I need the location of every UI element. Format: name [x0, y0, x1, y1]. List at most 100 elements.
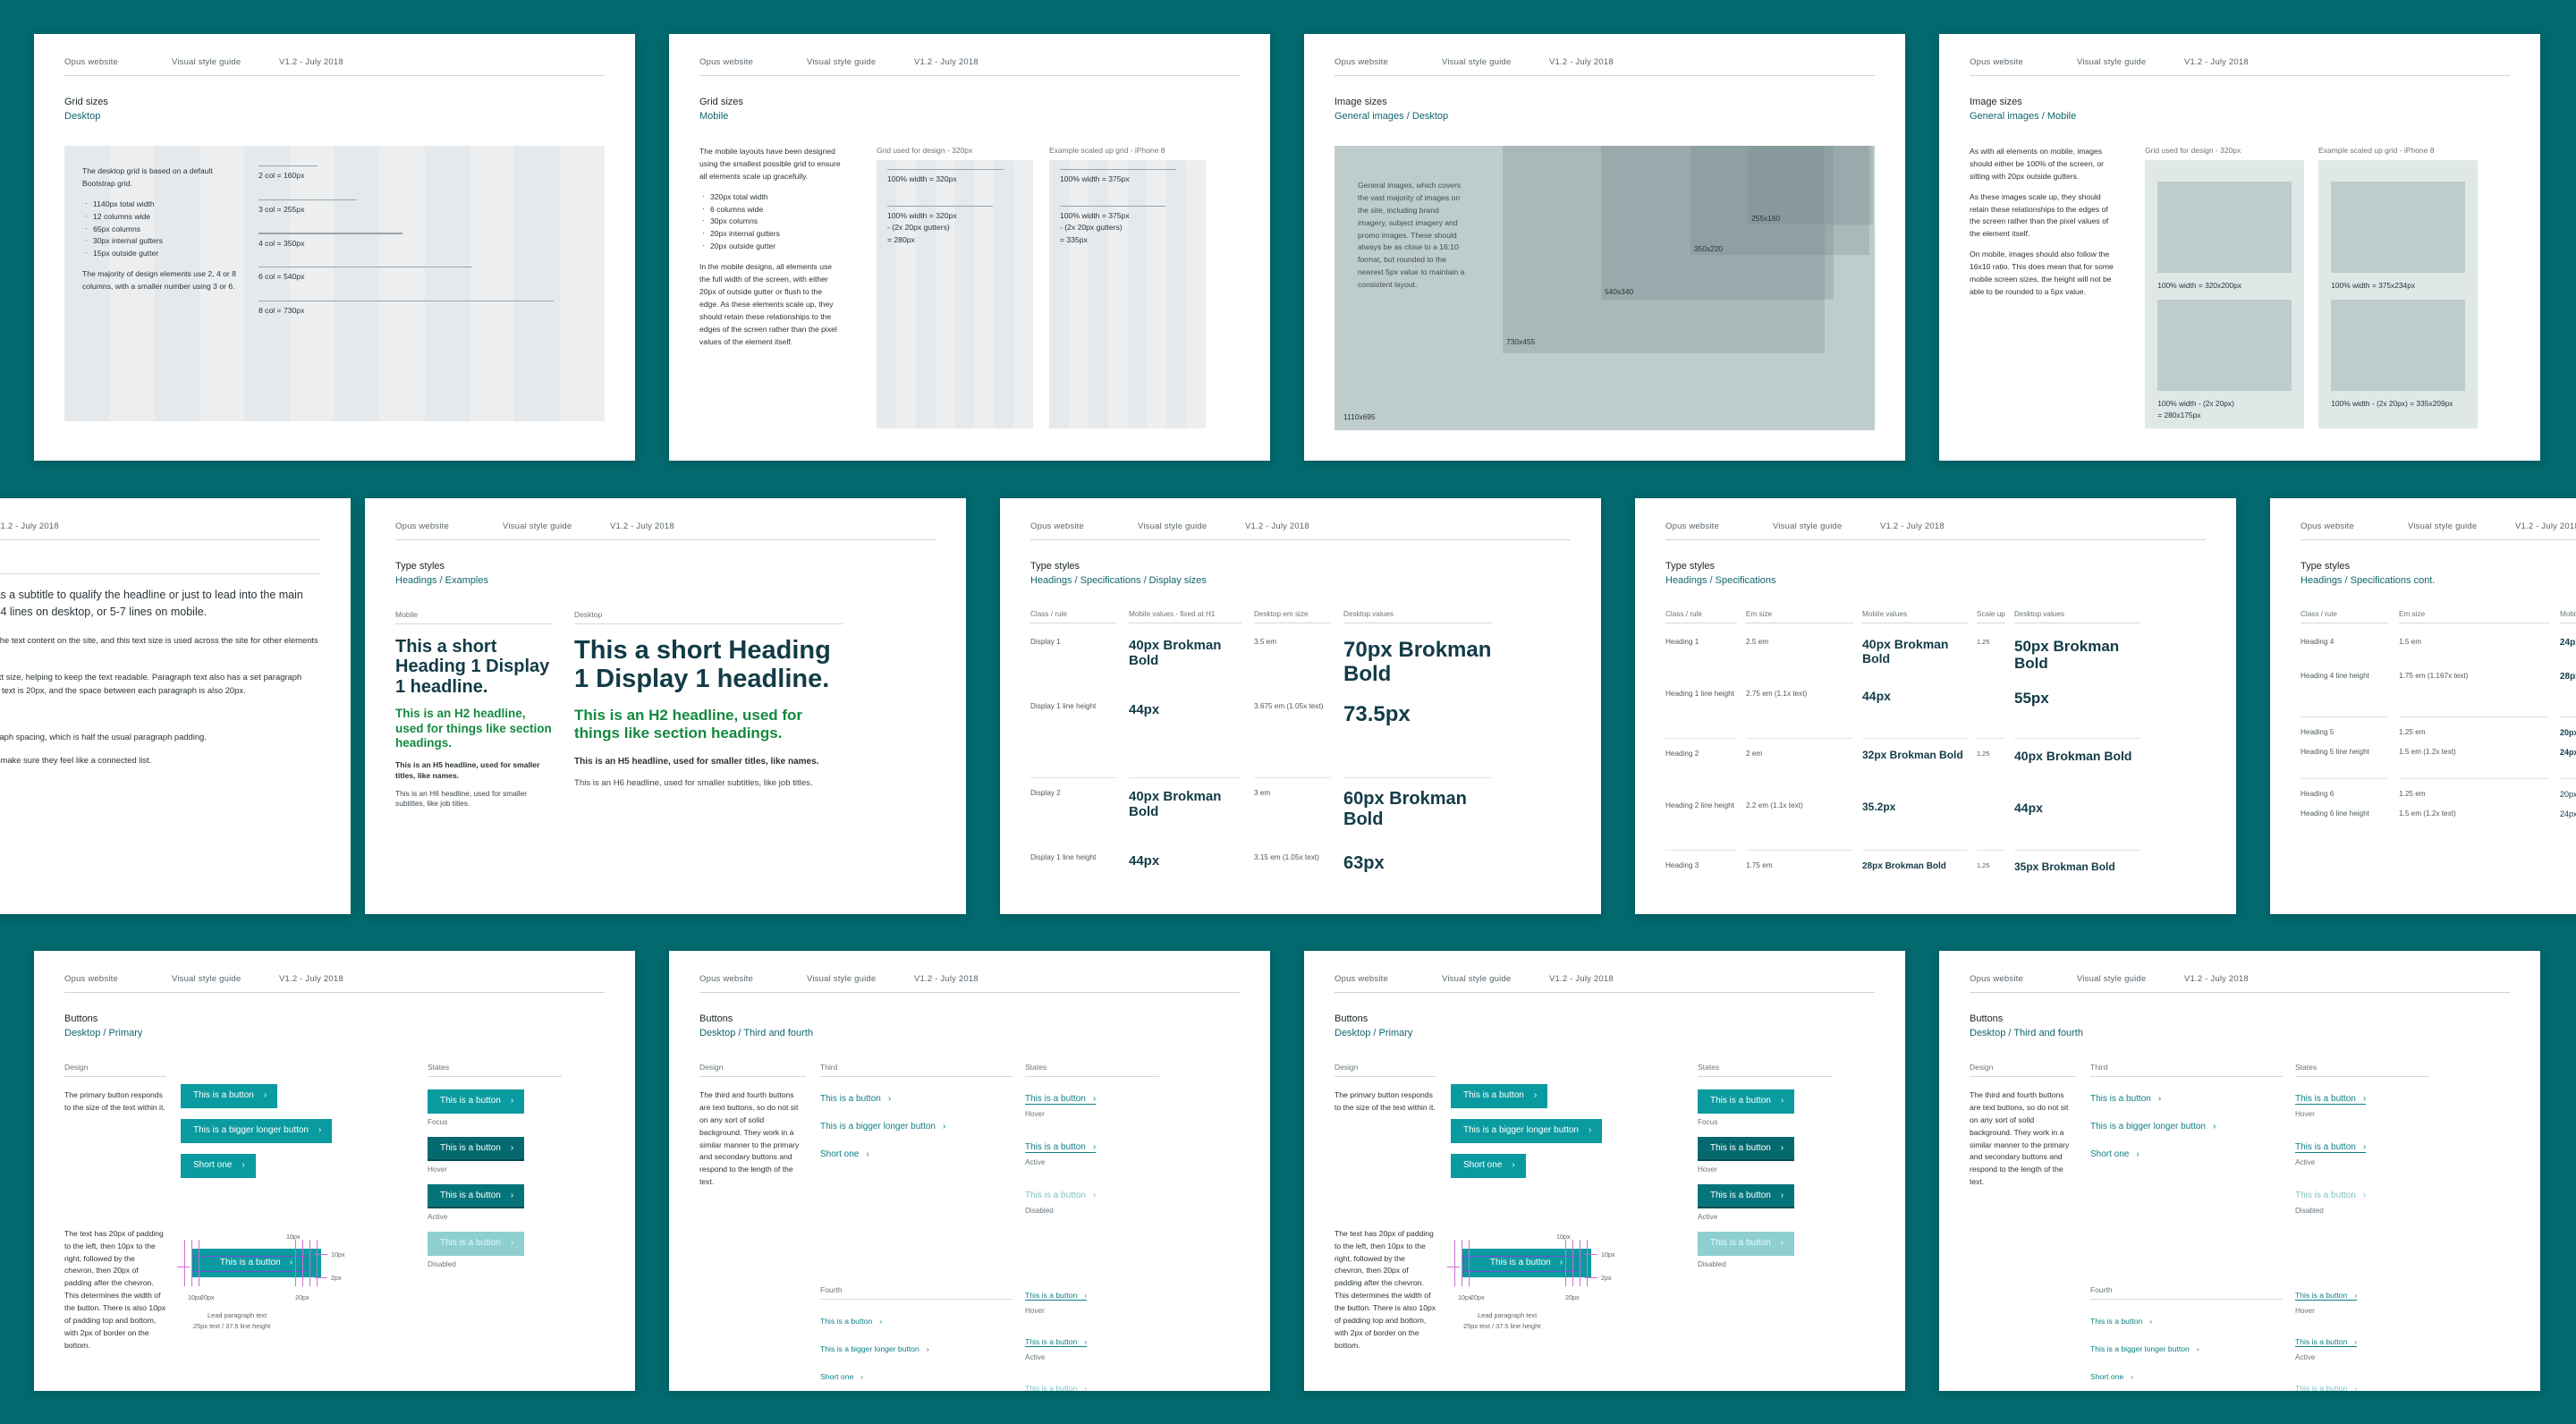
- grid-design-320-box: 100% width = 320px 100% width = 320px - (2…: [877, 159, 1033, 428]
- body-col-label: Desktop: [0, 560, 320, 569]
- state-button[interactable]: This is a button ›: [1698, 1089, 1795, 1114]
- state-button[interactable]: This is a button ›: [1698, 1183, 1795, 1208]
- spec-col: Em size 1.5 em 1.75 em (1.167x text) 1.25 e…: [2399, 610, 2560, 829]
- primary-button[interactable]: This is a bigger longer button ›: [1451, 1118, 1603, 1143]
- grid-scaled-iphone8-caption: Example scaled up grid - iPhone 8: [1049, 145, 1165, 155]
- third-state-button[interactable]: This is a button ›: [1025, 1094, 1097, 1105]
- state-button[interactable]: This is a button ›: [428, 1136, 525, 1161]
- state-button[interactable]: This is a button ›: [1698, 1231, 1795, 1256]
- primary-button[interactable]: Short one ›: [1451, 1153, 1526, 1178]
- annotated-button[interactable]: This is a button ›: [1462, 1248, 1591, 1277]
- third-button[interactable]: Short one ›: [820, 1149, 869, 1159]
- grid-bullet: 30px internal gutters: [82, 234, 239, 248]
- spec-divider: [2399, 716, 2549, 717]
- fourth-button[interactable]: This is a button ›: [820, 1317, 882, 1326]
- spec-divider: [1862, 849, 1968, 851]
- col-underline: [1970, 1075, 2076, 1077]
- slide-type-examples: Opus website Visual style guide V1.2 - Jul…: [365, 498, 966, 914]
- meta-divider: [1335, 992, 1875, 993]
- col-underline: [699, 1075, 806, 1077]
- third-button[interactable]: This is a bigger longer button ›: [820, 1122, 945, 1132]
- page-subtitle: Headings / Specifications / Display size…: [1030, 574, 1207, 586]
- third-state-button[interactable]: This is a button ›: [2295, 1094, 2367, 1105]
- state-button[interactable]: This is a button ›: [428, 1183, 525, 1208]
- spacer: [1025, 1225, 1159, 1234]
- chevron-icon: ›: [2196, 1343, 2199, 1353]
- fourth-state-button[interactable]: This is a button ›: [2295, 1384, 2357, 1391]
- text-button-wrap: This is a bigger longer button ›: [820, 1117, 1013, 1133]
- fourth-button[interactable]: This is a button ›: [2090, 1317, 2152, 1326]
- annotation-guide: [1469, 1239, 1470, 1286]
- fourth-state-button[interactable]: This is a button ›: [1025, 1337, 1088, 1347]
- third-state-button[interactable]: This is a button ›: [1025, 1142, 1097, 1153]
- col-underline: [1025, 1075, 1159, 1077]
- spacer: [1060, 186, 1195, 206]
- spec-cell: 40px: [2014, 912, 2140, 914]
- fourth-button[interactable]: This is a bigger longer button ›: [820, 1344, 929, 1353]
- primary-button[interactable]: Short one ›: [181, 1153, 256, 1178]
- image-mobile-cols: As with all elements on mobile, images s…: [1970, 146, 2510, 428]
- state-button[interactable]: This is a button ›: [428, 1231, 525, 1256]
- annotation-label: 20px: [295, 1293, 309, 1301]
- col-underline: [64, 1075, 166, 1077]
- button-label: This is a button: [820, 1316, 873, 1326]
- spec-class: Heading 4 line height: [2301, 671, 2369, 680]
- image-mobile-para: On mobile, images should also follow the…: [1970, 250, 2114, 297]
- spec-cell: 32px: [1862, 913, 1968, 914]
- primary-button[interactable]: This is a button ›: [1451, 1083, 1548, 1108]
- fourth-button[interactable]: This is a bigger longer button ›: [2090, 1344, 2199, 1353]
- image-block: [2331, 299, 2465, 391]
- spec-cell: 63px: [1343, 853, 1492, 914]
- state-button[interactable]: This is a button ›: [428, 1089, 525, 1114]
- annotation-label: 10px: [1458, 1293, 1472, 1301]
- third-state-button[interactable]: This is a button ›: [2295, 1142, 2367, 1153]
- button-label: This is a button: [1710, 1190, 1771, 1200]
- grid-measures: 2 col = 160px 3 col = 255px 4 col = 350px 6…: [258, 165, 587, 335]
- fourth-button[interactable]: Short one ›: [2090, 1372, 2133, 1381]
- spec-cell: 2.75 em (1.1x text): [1746, 690, 1853, 727]
- state-button[interactable]: This is a button ›: [1698, 1136, 1795, 1161]
- spec-cell: 2 em (1.143x text): [1746, 913, 1853, 914]
- spec-cell: 40px Brokman Bold: [1129, 638, 1241, 702]
- fourth-button[interactable]: Short one ›: [820, 1372, 863, 1381]
- img-grid-scaled-l1: 100% width = 375x234px: [2331, 280, 2416, 290]
- grid-stripe: [424, 145, 470, 421]
- col-label-fourth: Fourth: [2090, 1284, 2113, 1294]
- spec-class: Heading 1: [1665, 637, 1699, 646]
- state-wrap: This is a button ›: [1025, 1379, 1159, 1391]
- grid-measure-row: 6 col = 540px: [258, 266, 587, 284]
- spec-cell: Display 1: [1030, 638, 1116, 702]
- primary-button[interactable]: This is a bigger longer button ›: [181, 1118, 333, 1143]
- spec-value: 40px Brokman Bold: [1129, 637, 1222, 668]
- grid-scaled-iphone8-line2: 100% width = 375px: [1060, 210, 1130, 220]
- annotated-button[interactable]: This is a button ›: [191, 1248, 321, 1277]
- page-subtitle: Desktop / Primary: [1335, 1027, 1413, 1038]
- fourth-state-button[interactable]: This is a button ›: [1025, 1291, 1088, 1301]
- chevron-icon: ›: [887, 1093, 892, 1104]
- page-subtitle: Headings / Specifications: [1665, 574, 1776, 586]
- fourth-state-button[interactable]: This is a button ›: [1025, 1384, 1087, 1391]
- state-wrap: This is a button ›: [2295, 1286, 2429, 1302]
- slide-meta: Opus website Visual style guide V1.2 - Jul…: [395, 521, 936, 531]
- button-wrap: This is a button ›: [1451, 1083, 1683, 1108]
- meta-doc: Visual style guide: [1773, 521, 1843, 531]
- third-button[interactable]: This is a button ›: [820, 1094, 891, 1104]
- third-button[interactable]: This is a button ›: [2090, 1094, 2161, 1104]
- spec-cell: 28px: [2560, 672, 2576, 706]
- third-button[interactable]: This is a bigger longer button ›: [2090, 1122, 2216, 1132]
- third-state-button[interactable]: This is a button ›: [1025, 1191, 1096, 1200]
- primary-button[interactable]: This is a button ›: [181, 1083, 278, 1108]
- fourth-state-button[interactable]: This is a button ›: [2295, 1337, 2358, 1347]
- spec-divider: [2301, 716, 2388, 717]
- spec-mobile-value: 24px Brokman Bold: [2560, 637, 2576, 648]
- third-button[interactable]: Short one ›: [2090, 1149, 2140, 1159]
- spec-col: Mobile values 40px Brokman Bold 44px 32px B…: [1862, 610, 1977, 914]
- spec-cell: Display 1 line height: [1030, 853, 1116, 914]
- fourth-state-button[interactable]: This is a button ›: [2295, 1291, 2358, 1301]
- mobile-intro: The mobile layouts have been designed us…: [699, 146, 841, 181]
- measure-label: 4 col = 350px: [258, 238, 305, 248]
- grid-design-320-line2: - (2x 20px gutters): [887, 223, 950, 233]
- third-state-button[interactable]: This is a button ›: [2295, 1191, 2366, 1200]
- slide-images-mobile: Opus website Visual style guide V1.2 - Jul…: [1939, 34, 2540, 461]
- design-copy: The third and fourth buttons are text bu…: [1970, 1089, 2070, 1187]
